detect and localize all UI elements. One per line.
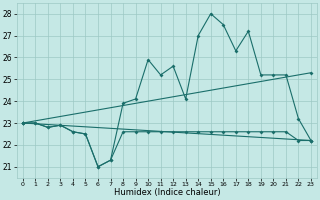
X-axis label: Humidex (Indice chaleur): Humidex (Indice chaleur) (114, 188, 220, 197)
